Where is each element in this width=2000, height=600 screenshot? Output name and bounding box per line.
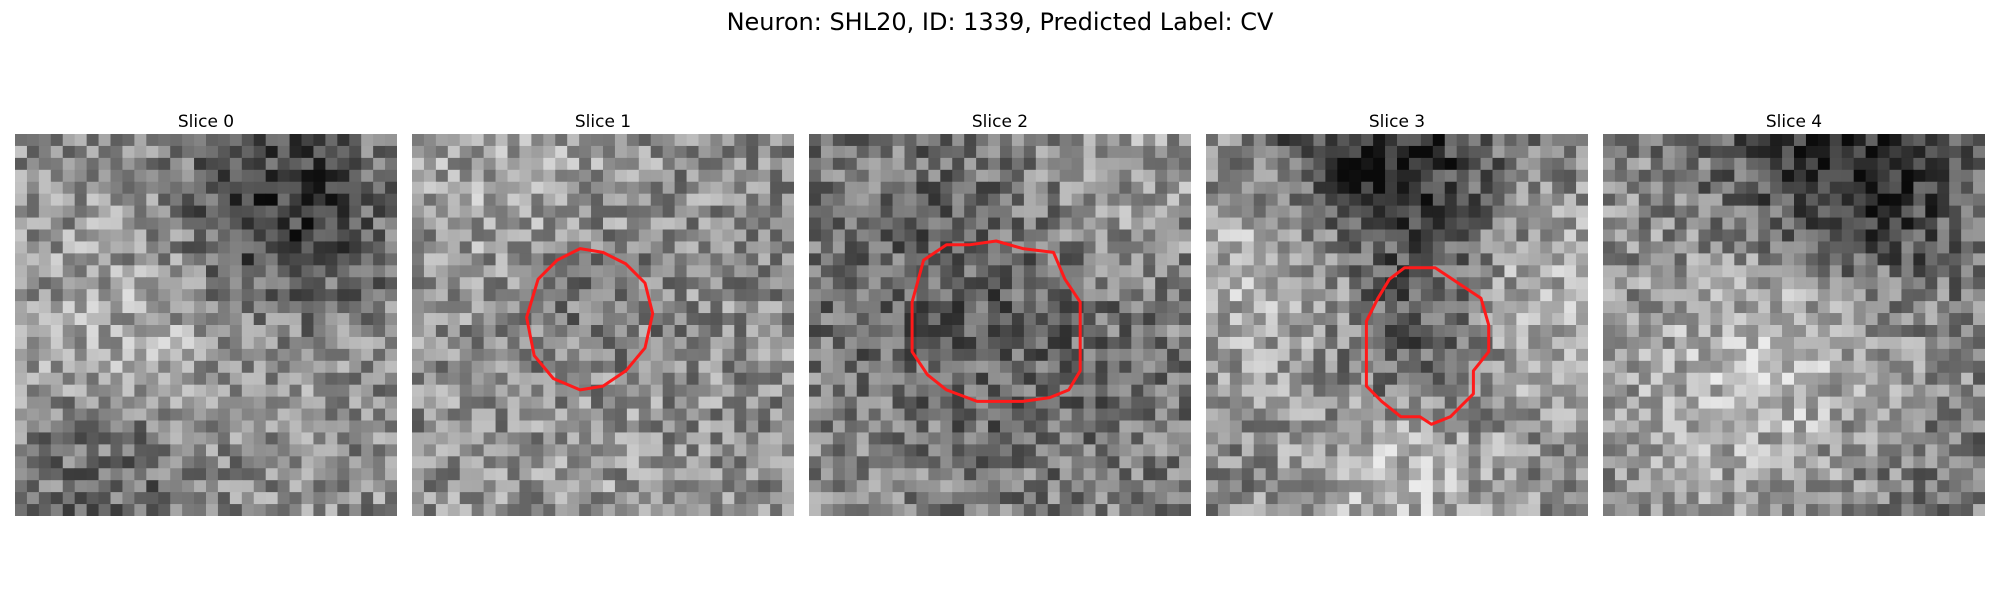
slice-panel-4: Slice 4: [1603, 110, 1985, 516]
slice-image-0: [15, 134, 397, 516]
slice-image-2: [809, 134, 1191, 516]
slice-title: Slice 3: [1368, 112, 1426, 132]
roi-contour: [910, 239, 1082, 403]
roi-contour: [1364, 266, 1491, 426]
slice-panel-2: Slice 2: [809, 110, 1191, 516]
roi-contour: [525, 247, 655, 392]
slice-title: Slice 1: [574, 112, 632, 132]
figure-title: Neuron: SHL20, ID: 1339, Predicted Label…: [726, 8, 1274, 36]
slice-title: Slice 0: [177, 112, 235, 132]
slice-title: Slice 2: [971, 112, 1029, 132]
slice-panel-0: Slice 0: [15, 110, 397, 516]
slice-panel-3: Slice 3: [1206, 110, 1588, 516]
slice-image-4: [1603, 134, 1985, 516]
slice-panel-1: Slice 1: [412, 110, 794, 516]
slice-image-3: [1206, 134, 1588, 516]
slice-image-1: [412, 134, 794, 516]
slice-title: Slice 4: [1765, 112, 1823, 132]
